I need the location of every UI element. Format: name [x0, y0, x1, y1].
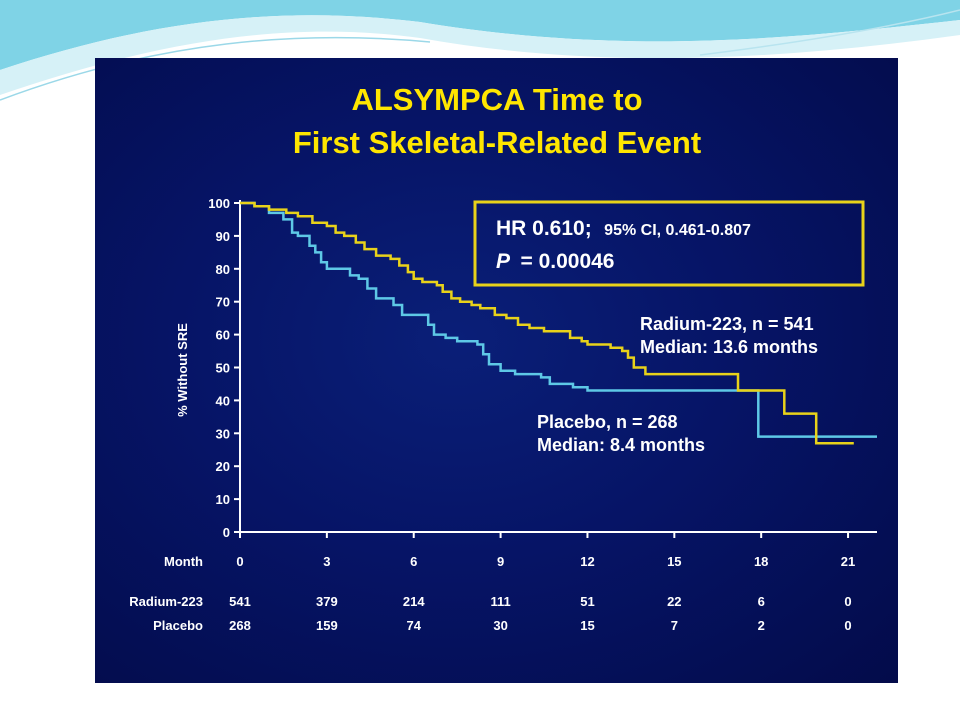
- risk-row-label-radium: Radium-223: [129, 594, 203, 609]
- risk-table-cell: 541: [229, 594, 251, 609]
- placebo-label-line1: Placebo, n = 268: [537, 412, 678, 432]
- ci-text: 95% CI, 0.461-0.807: [604, 222, 751, 239]
- risk-table-cell: 268: [229, 618, 251, 633]
- x-tick-label: 12: [580, 554, 594, 569]
- x-tick-label: 18: [754, 554, 768, 569]
- hr-label: HR 0.610;: [496, 217, 592, 240]
- swoosh-band-light: [0, 15, 960, 95]
- annotation-box: [473, 200, 865, 287]
- chart-title-line2: First Skeletal-Related Event: [293, 125, 701, 160]
- y-tick-label: 60: [216, 328, 230, 343]
- swoosh-band-top: [0, 0, 960, 70]
- x-tick-label: 15: [667, 554, 681, 569]
- risk-table-cell: 22: [667, 594, 681, 609]
- risk-table-cell: 111: [490, 594, 510, 609]
- y-tick-label: 10: [216, 492, 230, 507]
- risk-table-cell: 7: [671, 618, 678, 633]
- header-swoosh: [0, 0, 960, 101]
- risk-table-cell: 0: [844, 618, 851, 633]
- y-tick-label: 70: [216, 295, 230, 310]
- x-tick-label: 6: [410, 554, 417, 569]
- y-axis-label: % Without SRE: [175, 323, 190, 417]
- y-tick-label: 90: [216, 229, 230, 244]
- x-tick-label: 3: [323, 554, 330, 569]
- series-line-radium: [240, 201, 854, 445]
- chart: ALSYMPCA Time to First Skeletal-Related …: [129, 82, 877, 633]
- radium-label-line1: Radium-223, n = 541: [640, 314, 814, 334]
- p-value: = 0.00046: [520, 250, 614, 273]
- radium-label-line2: Median: 13.6 months: [640, 337, 818, 357]
- y-tick-label: 80: [216, 262, 230, 277]
- risk-table-cell: 6: [758, 594, 765, 609]
- risk-table-cell: 0: [844, 594, 851, 609]
- risk-table-cell: 214: [403, 594, 425, 609]
- y-tick-label: 40: [216, 393, 230, 408]
- risk-table-cell: 51: [580, 594, 594, 609]
- chart-title-line1: ALSYMPCA Time to: [351, 82, 642, 117]
- y-tick-label: 0: [223, 525, 230, 540]
- y-axis: 0 10 20 30 40 50 60 70 80 90 100: [208, 196, 240, 540]
- month-row-label: Month: [164, 554, 203, 569]
- risk-table-cell: 379: [316, 594, 338, 609]
- y-tick-label: 100: [208, 196, 230, 211]
- risk-table-cell: 15: [580, 618, 594, 633]
- risk-table-cell: 2: [758, 618, 765, 633]
- y-tick-label: 50: [216, 361, 230, 376]
- annotation-p: P = 0.00046: [496, 250, 614, 273]
- risk-table-cell: 74: [406, 618, 421, 633]
- y-tick-label: 30: [216, 426, 230, 441]
- x-tick-label: 0: [236, 554, 243, 569]
- risk-table-cell: 159: [316, 618, 338, 633]
- y-tick-label: 20: [216, 459, 230, 474]
- risk-table-cell: 30: [493, 618, 507, 633]
- annotation-hr: HR 0.610; 95% CI, 0.461-0.807: [496, 217, 751, 240]
- swoosh-line: [0, 36, 431, 101]
- risk-table-values: 541 379 214 111 51 22 6 0 268 159 74 30 15 7 2 0: [229, 594, 852, 633]
- swoosh-line-right: [699, 9, 960, 56]
- x-tick-label: 21: [841, 554, 855, 569]
- placebo-label-line2: Median: 8.4 months: [537, 435, 705, 455]
- p-label: P: [496, 250, 511, 273]
- x-tick-label: 9: [497, 554, 504, 569]
- slide-background: [95, 58, 898, 683]
- month-tick-labels: 0 3 6 9 12 15 18 21: [236, 554, 855, 569]
- risk-row-label-placebo: Placebo: [153, 618, 203, 633]
- series-line-placebo: [240, 201, 877, 438]
